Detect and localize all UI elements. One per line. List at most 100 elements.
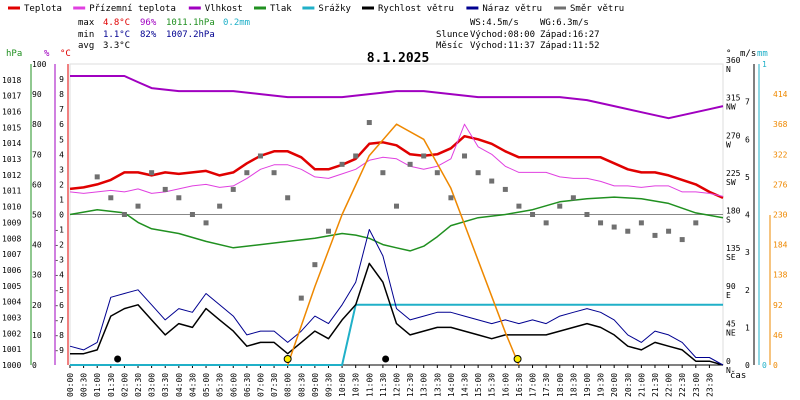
x-tick-label-10: 05:00 [202,373,211,397]
stats-max-rain: 0.2mm [223,18,250,28]
tick-solar-3: 138 [773,271,788,280]
wind-dir-point-36 [584,212,590,217]
wind-dir-point-0 [94,174,100,180]
tick-pressure_hPa-1: 1001 [2,345,21,354]
x-tick-label-11: 05:30 [216,373,225,397]
legend-label-wind_speed: Rychlost větru [378,4,454,14]
x-tick-label-9: 04:30 [188,373,197,397]
tick-pressure_hPa-18: 1018 [2,76,21,85]
axis-unit-wind-dir: ° [726,49,731,59]
series-line-4 [70,303,723,366]
series-line-0 [69,134,724,200]
tick-wind-dir-label-7: NW [726,103,736,112]
wind-dir-point-31 [516,203,522,209]
x-tick-label-20: 10:00 [338,373,347,397]
tick-solar-1: 46 [773,331,783,340]
x-tick-label-45: 22:30 [678,373,687,397]
wind-dir-point-25 [434,170,440,176]
wind-dir-point-42 [666,228,672,234]
wind-dir-point-1 [108,195,114,201]
wind-dir-point-11 [244,170,250,176]
tick-wind-dir-8: 360 [726,56,741,65]
wind-dir-point-4 [149,170,155,176]
x-tick-label-6: 03:00 [148,373,157,397]
x-tick-label-46: 23:00 [692,373,701,397]
stats-max-temp: 4.8°C [103,18,130,28]
tick-temperature_C-10: 1 [59,195,64,204]
x-tick-label-7: 03:30 [161,373,170,397]
stats-max-press: 1011.1hPa [166,18,215,28]
series-line-6 [69,229,724,366]
series-line-3 [69,196,724,252]
tick-temperature_C-15: 6 [59,120,64,129]
tick-temperature_C-5: -4 [54,271,64,280]
wind-dir-point-26 [448,195,454,201]
tick-temperature_C-12: 3 [59,165,64,174]
x-tick-label-29: 14:30 [461,373,470,397]
tick-solar-7: 322 [773,150,788,159]
x-tick-label-44: 22:00 [665,373,674,397]
tick-wind-ms-3: 3 [745,248,750,257]
tick-pressure_hPa-3: 1003 [2,313,21,322]
sun-marker-1 [283,355,292,363]
wind-dir-point-18 [339,161,345,167]
tick-wind-dir-label-0: N [726,366,731,375]
x-tick-label-17: 08:30 [297,373,306,397]
series-line-5 [70,262,724,366]
tick-pressure_hPa-2: 1002 [2,329,21,338]
tick-solar-8: 368 [773,120,788,129]
tick-solar-4: 184 [773,241,788,250]
x-tick-label-47: 23:30 [705,373,714,397]
tick-wind-dir-0: 0 [726,357,731,366]
wind-dir-point-5 [162,186,168,192]
x-tick-label-36: 18:00 [556,373,565,397]
x-tick-label-14: 07:00 [256,373,265,397]
legend-label-dew_point: Přízemní teplota [89,4,176,14]
wind-dir-point-40 [638,220,644,226]
x-tick-label-3: 01:30 [107,373,116,397]
wind-dir-point-32 [530,212,536,217]
wind-dir-point-38 [611,224,617,230]
wind-dir-point-22 [394,203,399,209]
stats-max-label: max [78,18,95,28]
legend-label-rain: Srážky [318,4,351,14]
series-line-7 [286,123,520,366]
stats-min-hum: 82% [140,30,157,40]
tick-pressure_hPa-8: 1008 [2,234,21,243]
tick-humidity_pct-2: 20 [32,301,42,310]
moon-label: Měsíc [436,41,463,51]
tick-pressure_hPa-14: 1014 [2,139,21,148]
tick-rain-1: 1 [762,60,767,69]
tick-pressure_hPa-4: 1004 [2,298,21,307]
tick-wind-dir-label-1: NE [726,328,736,337]
tick-humidity_pct-10: 100 [32,60,47,69]
x-tick-label-2: 01:00 [93,373,102,397]
legend: Teplota Přízemní teplota Vlhkost Tlak Srážky… [8,4,624,14]
tick-pressure_hPa-7: 1007 [2,250,21,259]
x-tick-label-31: 15:30 [488,373,497,397]
wind-dir-point-35 [570,195,576,201]
x-tick-label-21: 10:30 [352,373,361,397]
tick-temperature_C-8: -1 [54,226,64,235]
x-tick-label-28: 14:00 [447,373,456,397]
x-tick-label-25: 12:30 [406,373,415,397]
wind-dir-point-9 [217,203,223,209]
stats-max-hum: 96% [140,18,157,28]
wind-dir-point-21 [380,170,386,176]
x-tick-label-22: 11:00 [365,373,374,397]
x-tick-label-23: 11:30 [379,373,388,397]
wind-dir-point-23 [407,161,413,167]
tick-humidity_pct-9: 90 [32,90,42,99]
tick-wind-dir-1: 45 [726,319,736,328]
wind-dir-point-37 [598,220,604,226]
tick-pressure_hPa-16: 1016 [2,108,21,117]
x-axis-label: čas [730,370,746,381]
tick-pressure_hPa-10: 1010 [2,203,21,212]
wind-dir-point-27 [462,153,468,159]
wind-dir-point-34 [557,203,563,209]
tick-pressure_hPa-6: 1006 [2,266,21,275]
x-tick-label-40: 20:00 [610,373,619,397]
tick-wind-ms-5: 5 [745,173,750,182]
tick-wind-dir-4: 180 [726,207,741,216]
wind-dir-point-29 [489,178,495,184]
